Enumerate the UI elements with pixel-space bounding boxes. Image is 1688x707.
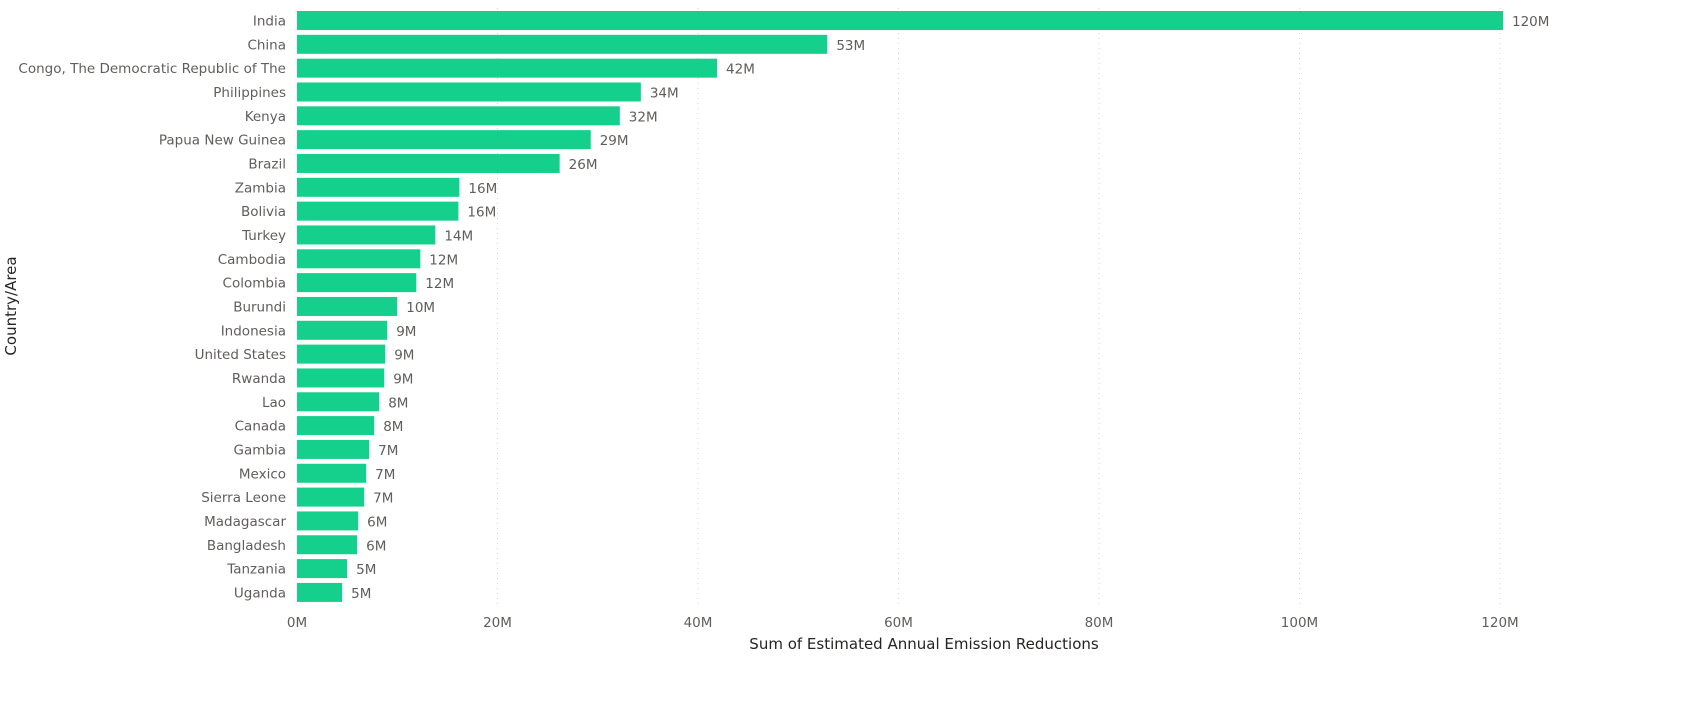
data-label: 7M (378, 443, 398, 459)
category-label: Colombia (223, 276, 286, 292)
bar[interactable] (297, 320, 388, 340)
x-tick-label: 20M (483, 615, 512, 631)
bar[interactable] (297, 368, 385, 388)
data-label: 16M (467, 205, 496, 221)
bar[interactable] (297, 439, 370, 459)
gridlines (497, 8, 1501, 604)
category-label: China (247, 37, 286, 53)
x-tick-labels: 0M 20M 40M 60M 80M 100M 120M (287, 615, 1519, 631)
category-label: Lao (262, 395, 286, 411)
x-tick-label: 60M (884, 615, 913, 631)
bar[interactable] (297, 487, 365, 507)
category-label: Papua New Guinea (159, 133, 286, 149)
category-label: Zambia (235, 180, 286, 196)
data-label: 5M (351, 586, 371, 602)
data-label: 26M (569, 157, 598, 173)
data-label: 9M (396, 324, 416, 340)
bars (297, 11, 1504, 602)
bar[interactable] (297, 392, 380, 412)
x-tick-label: 80M (1085, 615, 1114, 631)
x-tick-label: 120M (1481, 615, 1518, 631)
bar-chart: India China Congo, The Democratic Republic… (2, 8, 1549, 653)
bar[interactable] (297, 582, 343, 602)
x-tick-label: 40M (684, 615, 713, 631)
data-label: 32M (629, 109, 658, 125)
category-label: Rwanda (232, 371, 286, 387)
category-label: Gambia (234, 442, 286, 458)
data-label: 53M (836, 38, 865, 54)
category-label: Canada (235, 419, 286, 435)
category-label: Brazil (248, 156, 286, 172)
category-label: Mexico (239, 466, 286, 482)
x-tick-label: 0M (287, 615, 307, 631)
data-label: 9M (394, 348, 414, 364)
category-label: Bangladesh (207, 538, 286, 554)
bar[interactable] (297, 416, 375, 436)
bar[interactable] (297, 273, 417, 293)
bar[interactable] (297, 511, 359, 531)
bar[interactable] (297, 106, 620, 126)
data-label: 10M (406, 300, 435, 316)
y-axis-title: Country/Area (2, 256, 20, 355)
data-label: 12M (429, 252, 458, 268)
category-label: India (253, 14, 286, 30)
category-label: Kenya (245, 109, 286, 125)
bar[interactable] (297, 130, 591, 150)
bar[interactable] (297, 11, 1504, 30)
bar[interactable] (297, 535, 358, 555)
bar[interactable] (297, 463, 367, 483)
bar[interactable] (297, 296, 398, 316)
data-label: 7M (375, 467, 395, 483)
bar[interactable] (297, 559, 348, 579)
data-label: 8M (388, 395, 408, 411)
category-label: Bolivia (241, 204, 286, 220)
data-label: 120M (1512, 14, 1549, 30)
data-label: 6M (367, 514, 387, 530)
bar[interactable] (297, 201, 459, 221)
bar[interactable] (297, 225, 436, 245)
data-label: 29M (600, 133, 629, 149)
data-label: 16M (468, 181, 497, 197)
data-label: 7M (373, 491, 393, 507)
data-label: 12M (425, 276, 454, 292)
x-axis-title: Sum of Estimated Annual Emission Reducti… (749, 635, 1099, 653)
data-label: 14M (444, 228, 473, 244)
data-label: 42M (726, 62, 755, 78)
category-label: Tanzania (226, 562, 286, 578)
bar[interactable] (297, 82, 641, 102)
category-label: Uganda (234, 585, 286, 601)
bar[interactable] (297, 177, 460, 197)
data-label: 9M (393, 371, 413, 387)
bar[interactable] (297, 249, 421, 269)
category-label: Turkey (241, 228, 286, 244)
category-label: Philippines (213, 85, 286, 101)
bar[interactable] (297, 153, 560, 173)
bar[interactable] (297, 344, 386, 364)
bar[interactable] (297, 34, 828, 54)
category-label: United States (195, 347, 286, 363)
category-label: Congo, The Democratic Republic of The (18, 61, 286, 77)
category-label: Cambodia (218, 252, 286, 268)
data-label: 8M (383, 419, 403, 435)
category-label: Sierra Leone (201, 490, 286, 506)
x-tick-label: 100M (1281, 615, 1318, 631)
category-labels: India China Congo, The Democratic Republic… (18, 14, 286, 602)
data-label: 34M (650, 85, 679, 101)
category-label: Indonesia (221, 323, 286, 339)
bar[interactable] (297, 58, 718, 78)
category-label: Burundi (233, 299, 286, 315)
data-label: 5M (356, 562, 376, 578)
data-label: 6M (366, 538, 386, 554)
category-label: Madagascar (204, 514, 286, 530)
